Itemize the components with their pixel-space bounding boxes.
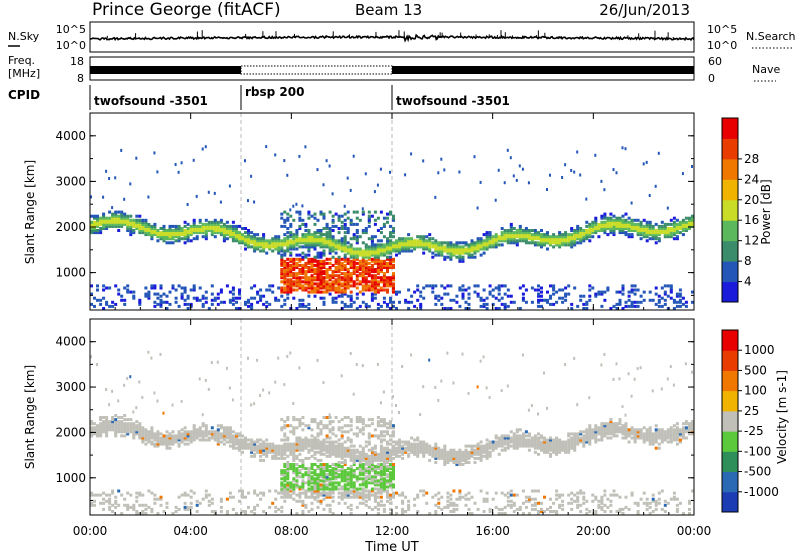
colorbar-swatch: [722, 451, 738, 473]
colorbar-swatch: [722, 118, 738, 139]
colorbar-swatch: [722, 138, 738, 160]
colorbar-swatch: [722, 199, 738, 221]
velocity-y-axis: 1000 2000 3000 4000: [55, 335, 694, 501]
x-tick-label: 16:00: [475, 524, 510, 538]
y-tick-label: 2000: [55, 425, 86, 439]
colorbar-swatch: [722, 491, 738, 513]
colorbar-swatch: [722, 350, 738, 371]
x-tick-label: 08:00: [274, 524, 309, 538]
velocity-panel: 1000 2000 3000 4000 Slant Range [km] 1000 50…: [23, 318, 789, 516]
colorbar-tick-label: -500: [744, 465, 771, 479]
noise-line: [89, 33, 695, 43]
power-y-axis: 1000 2000 3000 4000: [55, 129, 694, 296]
y-tick-label: 1000: [55, 266, 86, 280]
frequency-trace: [90, 65, 694, 75]
freq-band-1: [90, 66, 241, 74]
velocity-colorbar: 1000 500 100 25 -25 -100 -500 -1000: [721, 329, 779, 513]
colorbar-tick-label: 25: [744, 404, 759, 418]
nave-tick-top: 60: [708, 55, 722, 68]
colorbar-tick-label: 12: [744, 234, 759, 248]
colorbar-swatch: [722, 370, 738, 392]
power-colorbar-label: Power [dB]: [759, 179, 773, 244]
x-tick-label: 12:00: [375, 524, 410, 538]
date-label: 26/Jun/2013: [599, 1, 690, 19]
frequency-panel: Freq. [MHz] 18 8 60 0 Nave: [8, 54, 780, 85]
cpid-panel: CPID twofsound -3501 rbsp 200 twofsound …: [8, 85, 510, 110]
freq-label-line1: Freq.: [8, 54, 35, 67]
x-tick-label: 04:00: [173, 524, 208, 538]
colorbar-tick-label: -1000: [744, 485, 779, 499]
plot-title: Prince George (fitACF): [92, 0, 281, 20]
power-heatmap: [90, 113, 694, 310]
power-colorbar: 4 8 12 16 20 24 28: [721, 117, 759, 303]
freq-tick-bottom: 8: [77, 72, 84, 85]
y-tick-label: 4000: [55, 129, 86, 143]
nsky-label: N.Sky: [8, 30, 40, 43]
colorbar-tick-label: -100: [744, 444, 771, 458]
x-tick-label: 00:00: [73, 524, 108, 538]
colorbar-tick-label: -25: [744, 424, 764, 438]
noise-panel: N.Sky 10^5 10^0 10^5 10^0 N.Search: [8, 21, 796, 53]
colorbar-swatch: [722, 158, 738, 180]
nsearch-tick-top: 10^5: [707, 23, 737, 36]
colorbar-swatch: [722, 220, 738, 242]
velocity-colorbar-label: Velocity [m s-1]: [775, 370, 789, 464]
colorbar-tick-label: 500: [744, 363, 767, 377]
colorbar-tick-label: 28: [744, 152, 759, 166]
colorbar-swatch: [722, 410, 738, 432]
freq-band-3: [392, 66, 694, 74]
colorbar-tick-label: 1000: [744, 343, 775, 357]
colorbar-swatch: [722, 261, 738, 283]
noise-trace: [89, 30, 695, 43]
cpid-segment-1: twofsound -3501: [94, 94, 208, 108]
freq-label-line2: [MHz]: [8, 67, 40, 80]
colorbar-tick-label: 4: [744, 275, 752, 289]
nsearch-tick-bottom: 10^0: [707, 39, 737, 52]
nsearch-label: N.Search: [746, 30, 796, 43]
colorbar-swatch: [722, 471, 738, 493]
velocity-heatmap: [90, 319, 694, 515]
x-tick-label: 00:00: [677, 524, 712, 538]
colorbar-swatch: [722, 240, 738, 262]
time-x-axis: 00:00 04:00 08:00 12:00 16:00 20:00 00:00: [73, 113, 712, 538]
nave-tick-bottom: 0: [708, 72, 715, 85]
y-tick-label: 3000: [55, 380, 86, 394]
colorbar-tick-label: 100: [744, 384, 767, 398]
cpid-label: CPID: [8, 88, 40, 102]
colorbar-tick-label: 20: [744, 193, 759, 207]
colorbar-swatch: [722, 179, 738, 201]
freq-band-2: [240, 65, 393, 75]
x-tick-label: 20:00: [576, 524, 611, 538]
nave-label: Nave: [752, 63, 780, 76]
colorbar-swatch: [722, 431, 738, 452]
power-ylabel: Slant Range [km]: [23, 160, 37, 264]
nsky-tick-top: 10^5: [56, 23, 86, 36]
velocity-ylabel: Slant Range [km]: [23, 365, 37, 469]
cpid-segment-3: twofsound -3501: [396, 94, 510, 108]
y-tick-label: 1000: [55, 471, 86, 485]
colorbar-swatch: [722, 390, 738, 412]
colorbar-swatch: [722, 330, 738, 351]
y-tick-label: 3000: [55, 174, 86, 188]
x-axis-label: Time UT: [364, 540, 418, 554]
colorbar-tick-label: 24: [744, 172, 759, 186]
power-panel: 1000 2000 3000 4000 Slant Range [km] 4 8 12 16…: [23, 112, 773, 311]
freq-tick-top: 18: [70, 55, 84, 68]
nsky-tick-bottom: 10^0: [56, 39, 86, 52]
cpid-segment-2: rbsp 200: [245, 85, 304, 99]
beam-label: Beam 13: [355, 1, 422, 19]
colorbar-tick-label: 8: [744, 254, 752, 268]
colorbar-swatch: [722, 281, 738, 303]
y-tick-label: 4000: [55, 335, 86, 349]
colorbar-tick-label: 16: [744, 213, 759, 227]
y-tick-label: 2000: [55, 220, 86, 234]
